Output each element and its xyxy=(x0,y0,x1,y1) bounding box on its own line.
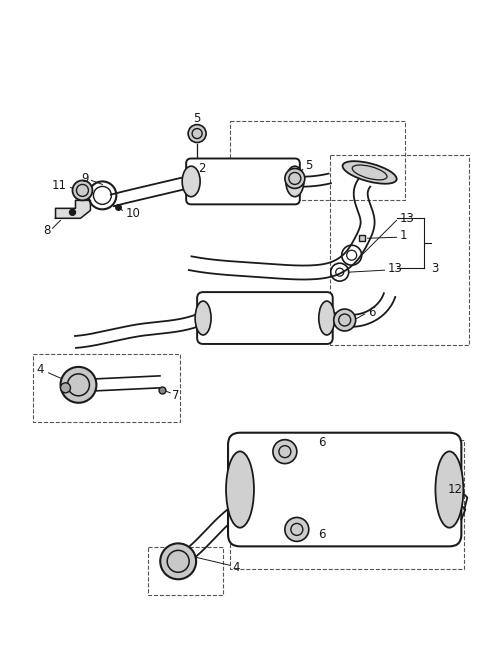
Ellipse shape xyxy=(60,383,71,393)
Text: 6: 6 xyxy=(368,305,375,318)
Bar xyxy=(148,548,223,595)
Text: 7: 7 xyxy=(172,389,180,402)
Ellipse shape xyxy=(188,124,206,143)
Text: 6: 6 xyxy=(318,528,325,541)
Ellipse shape xyxy=(70,210,75,215)
Text: 11: 11 xyxy=(51,179,67,192)
FancyBboxPatch shape xyxy=(228,433,461,546)
Bar xyxy=(230,440,464,569)
Ellipse shape xyxy=(286,166,304,196)
Text: 4: 4 xyxy=(232,561,240,574)
Ellipse shape xyxy=(285,168,305,189)
Ellipse shape xyxy=(319,301,335,335)
Ellipse shape xyxy=(334,309,356,331)
Bar xyxy=(33,354,180,422)
Text: 13: 13 xyxy=(387,261,402,274)
Text: 6: 6 xyxy=(318,436,325,449)
Ellipse shape xyxy=(285,517,309,542)
Text: 1: 1 xyxy=(399,229,407,242)
Text: 13: 13 xyxy=(399,212,414,225)
Text: 9: 9 xyxy=(81,172,88,185)
FancyBboxPatch shape xyxy=(186,159,300,204)
Text: 8: 8 xyxy=(43,224,50,236)
Text: 2: 2 xyxy=(198,162,205,175)
Polygon shape xyxy=(56,200,90,218)
Text: 5: 5 xyxy=(305,159,312,172)
Ellipse shape xyxy=(273,440,297,464)
Ellipse shape xyxy=(195,301,211,335)
Text: 10: 10 xyxy=(125,207,140,220)
Text: 4: 4 xyxy=(36,364,44,377)
Text: 5: 5 xyxy=(193,112,201,125)
Bar xyxy=(230,121,405,200)
Bar xyxy=(330,155,469,345)
Ellipse shape xyxy=(160,544,196,579)
Text: 12: 12 xyxy=(447,483,462,496)
Ellipse shape xyxy=(72,180,93,200)
Ellipse shape xyxy=(343,161,396,184)
Ellipse shape xyxy=(182,166,200,196)
Ellipse shape xyxy=(60,367,96,403)
Ellipse shape xyxy=(226,451,254,528)
Text: 3: 3 xyxy=(432,261,439,274)
Ellipse shape xyxy=(435,451,463,528)
FancyBboxPatch shape xyxy=(197,292,333,344)
